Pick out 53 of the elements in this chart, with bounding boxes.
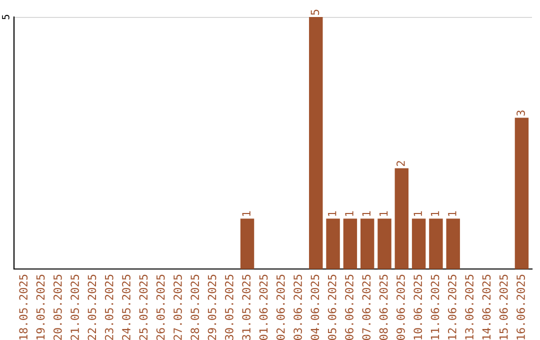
x-tick-label: 10.06.2025 [414,274,422,340]
data-label: 3 [516,110,525,116]
bar [446,218,460,269]
data-label: 1 [362,211,370,216]
x-tick-label: 04.06.2025 [310,274,320,340]
x-tick-label: 18.05.2025 [19,274,28,340]
data-label: 1 [448,211,456,216]
x-tick-label: 07.06.2025 [362,274,371,340]
data-label: 1 [414,211,422,216]
data-label: 1 [242,211,250,216]
bar [309,17,323,269]
bar [412,218,426,269]
x-tick-label: 05.06.2025 [328,274,336,340]
bar [240,218,254,269]
x-tick-label: 06.06.2025 [345,274,354,340]
ref-line-label: 5 [2,14,10,20]
x-tick-label: 25.05.2025 [139,274,148,340]
bar [394,168,409,269]
x-tick-label: 02.06.2025 [276,274,285,340]
data-label: 1 [328,211,336,216]
x-tick-label: 20.05.2025 [53,274,62,340]
x-tick-label: 19.05.2025 [36,274,45,340]
x-tick-label: 14.06.2025 [482,274,491,340]
x-tick-label: 03.06.2025 [294,274,302,340]
x-tick-label: 22.05.2025 [88,274,96,340]
data-label: 1 [379,211,388,216]
bar [429,218,443,269]
x-tick-label: 29.05.2025 [208,274,216,340]
bar [326,218,340,269]
x-tick-label: 23.05.2025 [104,274,114,340]
x-tick-label: 28.05.2025 [190,274,200,340]
x-tick-label: 01.06.2025 [259,274,268,340]
x-tick-label: 16.06.2025 [516,274,525,340]
x-tick-label: 08.06.2025 [379,274,388,340]
x-tick-label: 24.05.2025 [122,274,130,340]
bar [343,218,358,269]
x-tick-label: 15.06.2025 [499,274,508,340]
data-label: 2 [396,161,405,166]
x-tick-label: 11.06.2025 [430,274,440,340]
x-tick-label: 09.06.2025 [396,274,405,340]
data-label: 1 [345,211,354,216]
x-tick-label: 30.05.2025 [224,274,234,340]
x-tick-label: 21.05.2025 [70,274,79,340]
data-label: 1 [430,211,440,216]
bar [378,218,392,269]
data-label: 5 [310,10,320,15]
x-tick-label: 13.06.2025 [465,274,474,340]
bar [360,218,374,269]
x-tick-label: 12.06.2025 [448,274,456,340]
x-tick-label: 31.05.2025 [242,274,251,340]
bar [514,118,529,269]
x-tick-label: 26.05.2025 [156,274,165,340]
x-tick-label: 27.05.2025 [174,274,182,340]
